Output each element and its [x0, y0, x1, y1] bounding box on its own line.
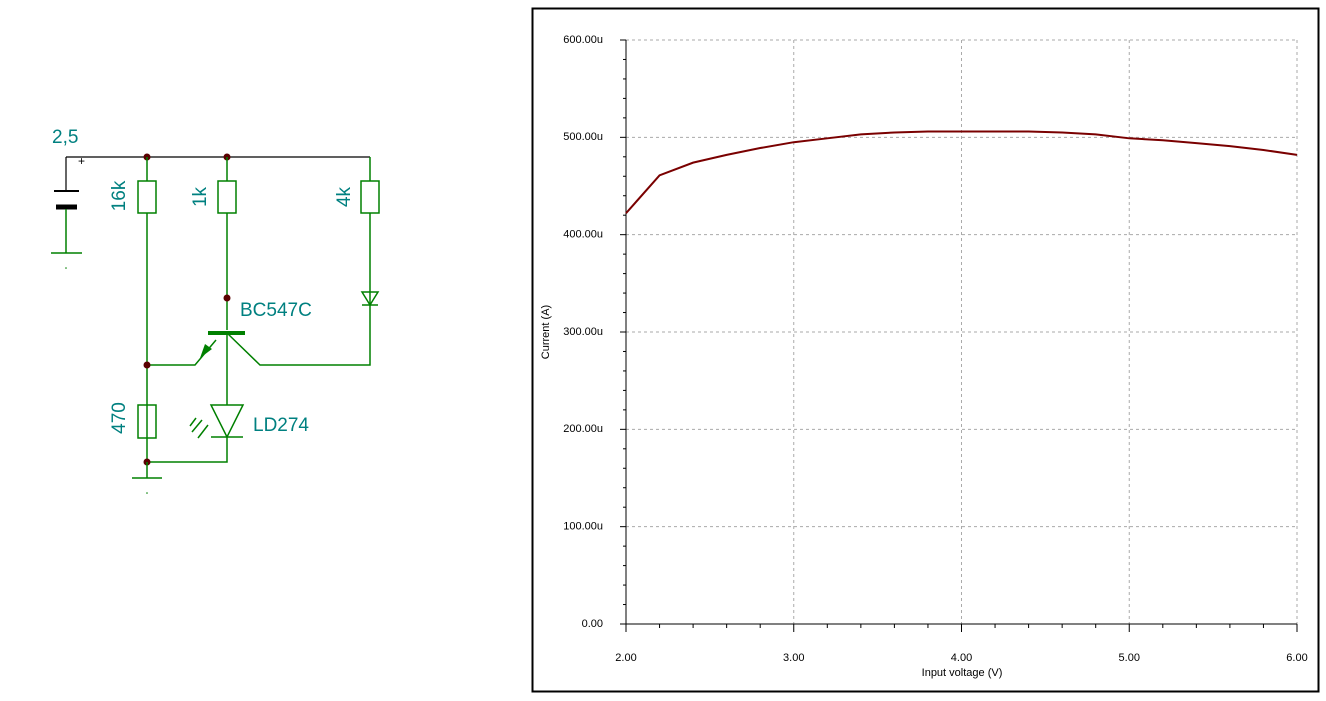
y-tick-label: 300.00u: [563, 326, 603, 338]
resistor: [360, 180, 380, 214]
resistor: [217, 180, 237, 214]
component-label: 4k: [334, 186, 355, 207]
ground: [146, 492, 148, 494]
y-tick-label: 500.00u: [563, 131, 603, 143]
component-label: 1k: [190, 186, 211, 207]
resistor: [137, 404, 157, 439]
component-label: LD274: [253, 415, 309, 436]
chart-frame: [531, 7, 1320, 693]
circuit: 2,5 + 16k 1k 4k BC547C 470 LD274: [51, 127, 380, 494]
x-tick-label: 5.00: [1119, 652, 1140, 664]
ground: [65, 267, 67, 269]
diode: [360, 291, 380, 307]
y-tick-label: 600.00u: [563, 34, 603, 46]
component-label: BC547C: [240, 300, 312, 321]
x-tick-label: 3.00: [783, 652, 804, 664]
x-tick-label: 2.00: [615, 652, 636, 664]
polarity-label: +: [78, 154, 85, 168]
y-tick-label: 100.00u: [563, 521, 603, 533]
led-light: [189, 417, 209, 439]
y-tick-label: 400.00u: [563, 229, 603, 241]
y-axis-label: Current (A): [540, 305, 552, 359]
data-line: [625, 130, 1298, 214]
component-label: 2,5: [52, 127, 78, 148]
x-tick-label: 4.00: [951, 652, 972, 664]
resistor: [137, 180, 157, 214]
component-label: 16k: [109, 180, 130, 211]
ground: [132, 462, 162, 479]
junction: [223, 294, 231, 302]
junction: [143, 361, 151, 369]
emitter-arrow: [200, 344, 212, 358]
x-tick-label: 6.00: [1286, 652, 1307, 664]
y-tick-label: 0.00: [582, 618, 603, 630]
led: [209, 404, 245, 439]
component-label: 470: [109, 402, 130, 434]
x-axis-label: Input voltage (V): [922, 667, 1003, 679]
y-tick-label: 200.00u: [563, 423, 603, 435]
